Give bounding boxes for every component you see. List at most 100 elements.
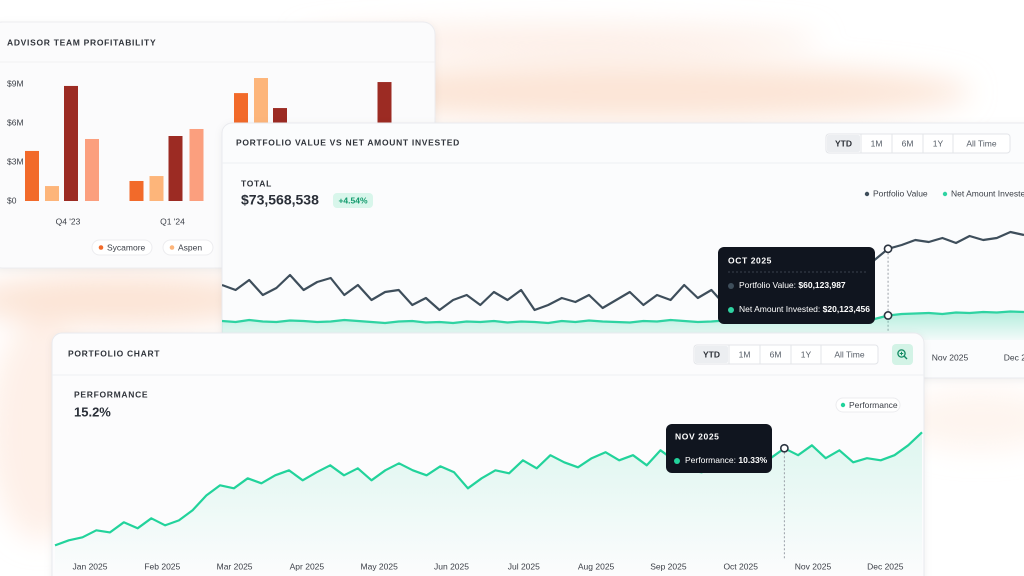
range-button[interactable] (822, 346, 877, 363)
range-button-label[interactable]: All Time (834, 349, 865, 359)
total-value: $73,568,538 (241, 192, 319, 208)
y-tick-label: $0 (7, 195, 17, 205)
tooltip-value: $20,123,456 (823, 304, 871, 314)
legend-label: Aspen (178, 242, 202, 252)
x-tick-label: Q1 '24 (160, 216, 185, 226)
change-value: +4.54% (338, 195, 368, 205)
x-tick-label: Jul 2025 (508, 561, 540, 571)
tooltip-title: NOV 2025 (675, 431, 720, 441)
card-title: PORTFOLIO VALUE VS NET AMOUNT INVESTED (236, 137, 460, 147)
legend-pill (835, 397, 901, 413)
x-tick-label: Dec 2025 (867, 561, 904, 571)
tooltip: OCT 2025 Portfolio Value: $60,123,987 Ne… (718, 247, 875, 324)
legend-label: Sycamore (107, 242, 146, 252)
bar (129, 180, 144, 201)
tooltip-box (718, 247, 875, 324)
tooltip-row: Net Amount Invested: $20,123,456 (739, 304, 870, 314)
range-button[interactable] (924, 135, 952, 152)
range-button[interactable] (954, 135, 1009, 152)
x-tick-label: Nov 2025 (932, 352, 969, 362)
performance-card: PORTFOLIO CHART YTD 1M 6M 1Y All Time PERFOR… (51, 332, 925, 576)
range-button-label[interactable]: YTD (703, 349, 720, 359)
tooltip-title: OCT 2025 (728, 255, 772, 265)
legend-label: Net Amount Invested (951, 188, 1024, 198)
bar (45, 186, 59, 201)
tooltip-value: 10.33% (738, 455, 767, 465)
metric-value: 15.2% (74, 404, 111, 419)
bar (189, 128, 204, 201)
zoom-button-bg[interactable] (892, 344, 913, 365)
tooltip-label: Portfolio Value: (739, 280, 796, 290)
bar (85, 138, 99, 201)
range-button[interactable] (893, 135, 922, 152)
metric-label: PERFORMANCE (74, 389, 148, 399)
range-button-label[interactable]: 1Y (801, 349, 812, 359)
bar (64, 85, 78, 201)
x-tick-label: Q4 '23 (56, 216, 81, 226)
range-buttons: YTD 1M 6M 1Y All Time (825, 133, 1011, 154)
tooltip-box (666, 424, 772, 473)
y-tick-label: $6M (7, 117, 24, 127)
line (54, 431, 923, 547)
range-button[interactable] (792, 346, 820, 363)
legend-pill (91, 239, 153, 256)
card-title: PORTFOLIO CHART (68, 348, 160, 358)
x-tick-label: Apr 2025 (290, 561, 325, 571)
card-title: ADVISOR TEAM PROFITABILITY (7, 37, 156, 47)
tooltip-dot (674, 458, 680, 464)
legend-dot (864, 191, 870, 197)
range-button[interactable] (862, 135, 891, 152)
total-label: TOTAL (241, 178, 272, 188)
hover-point (883, 244, 893, 254)
zoom-icon (897, 349, 906, 358)
x-tick-label: Mar 2025 (217, 561, 253, 571)
range-button[interactable] (827, 135, 860, 152)
tooltip-dot (728, 283, 734, 289)
legend-dot (942, 191, 948, 197)
x-tick-label: Oct 2025 (723, 561, 758, 571)
bar (149, 176, 164, 201)
hover-point (779, 443, 789, 453)
range-buttons: YTD 1M 6M 1Y All Time (693, 344, 879, 365)
zoom-icon (903, 355, 908, 360)
legend-dot (840, 402, 846, 408)
bar (25, 150, 39, 201)
x-tick-label: Dec 2025 (1004, 352, 1024, 362)
line-plot: Jan 2025 Feb 2025 Mar 2025 Apr 2025 May 2025… (54, 431, 923, 576)
tooltip-label: Performance: (685, 455, 736, 465)
x-tick-label: Jun 2025 (434, 561, 469, 571)
range-button-label[interactable]: 6M (902, 138, 914, 148)
range-button[interactable] (730, 346, 759, 363)
legend-pill (162, 239, 214, 256)
tooltip-row: Performance: 10.33% (685, 455, 768, 465)
legend-dot (98, 245, 104, 250)
legend-dot (169, 245, 175, 250)
x-tick-label: Sep 2025 (650, 561, 687, 571)
range-button-label[interactable]: 6M (770, 349, 782, 359)
y-tick-label: $9M (7, 78, 24, 88)
range-button-label[interactable]: 1Y (933, 138, 944, 148)
tooltip-row: Portfolio Value: $60,123,987 (739, 280, 846, 290)
y-tick-label: $3M (7, 156, 24, 166)
range-button-label[interactable]: All Time (966, 138, 997, 148)
range-button[interactable] (695, 346, 728, 363)
x-tick-label: Aug 2025 (578, 561, 615, 571)
hover-point (883, 311, 893, 320)
range-button-label[interactable]: YTD (835, 138, 852, 148)
x-tick-label: Nov 2025 (795, 561, 832, 571)
zoom-button[interactable] (892, 344, 913, 365)
legend-label: Portfolio Value (873, 188, 928, 198)
area (55, 432, 922, 576)
tooltip-label: Net Amount Invested: (739, 304, 820, 314)
range-button[interactable] (761, 346, 790, 363)
x-tick-label: May 2025 (361, 561, 399, 571)
range-button-label[interactable]: 1M (739, 349, 751, 359)
x-tick-label: Jan 2025 (73, 561, 108, 571)
legend-label: Performance (849, 400, 898, 410)
range-button-label[interactable]: 1M (871, 138, 883, 148)
tooltip-value: $60,123,987 (798, 280, 846, 290)
tooltip-dot (728, 307, 734, 313)
x-tick-label: Feb 2025 (144, 561, 180, 571)
